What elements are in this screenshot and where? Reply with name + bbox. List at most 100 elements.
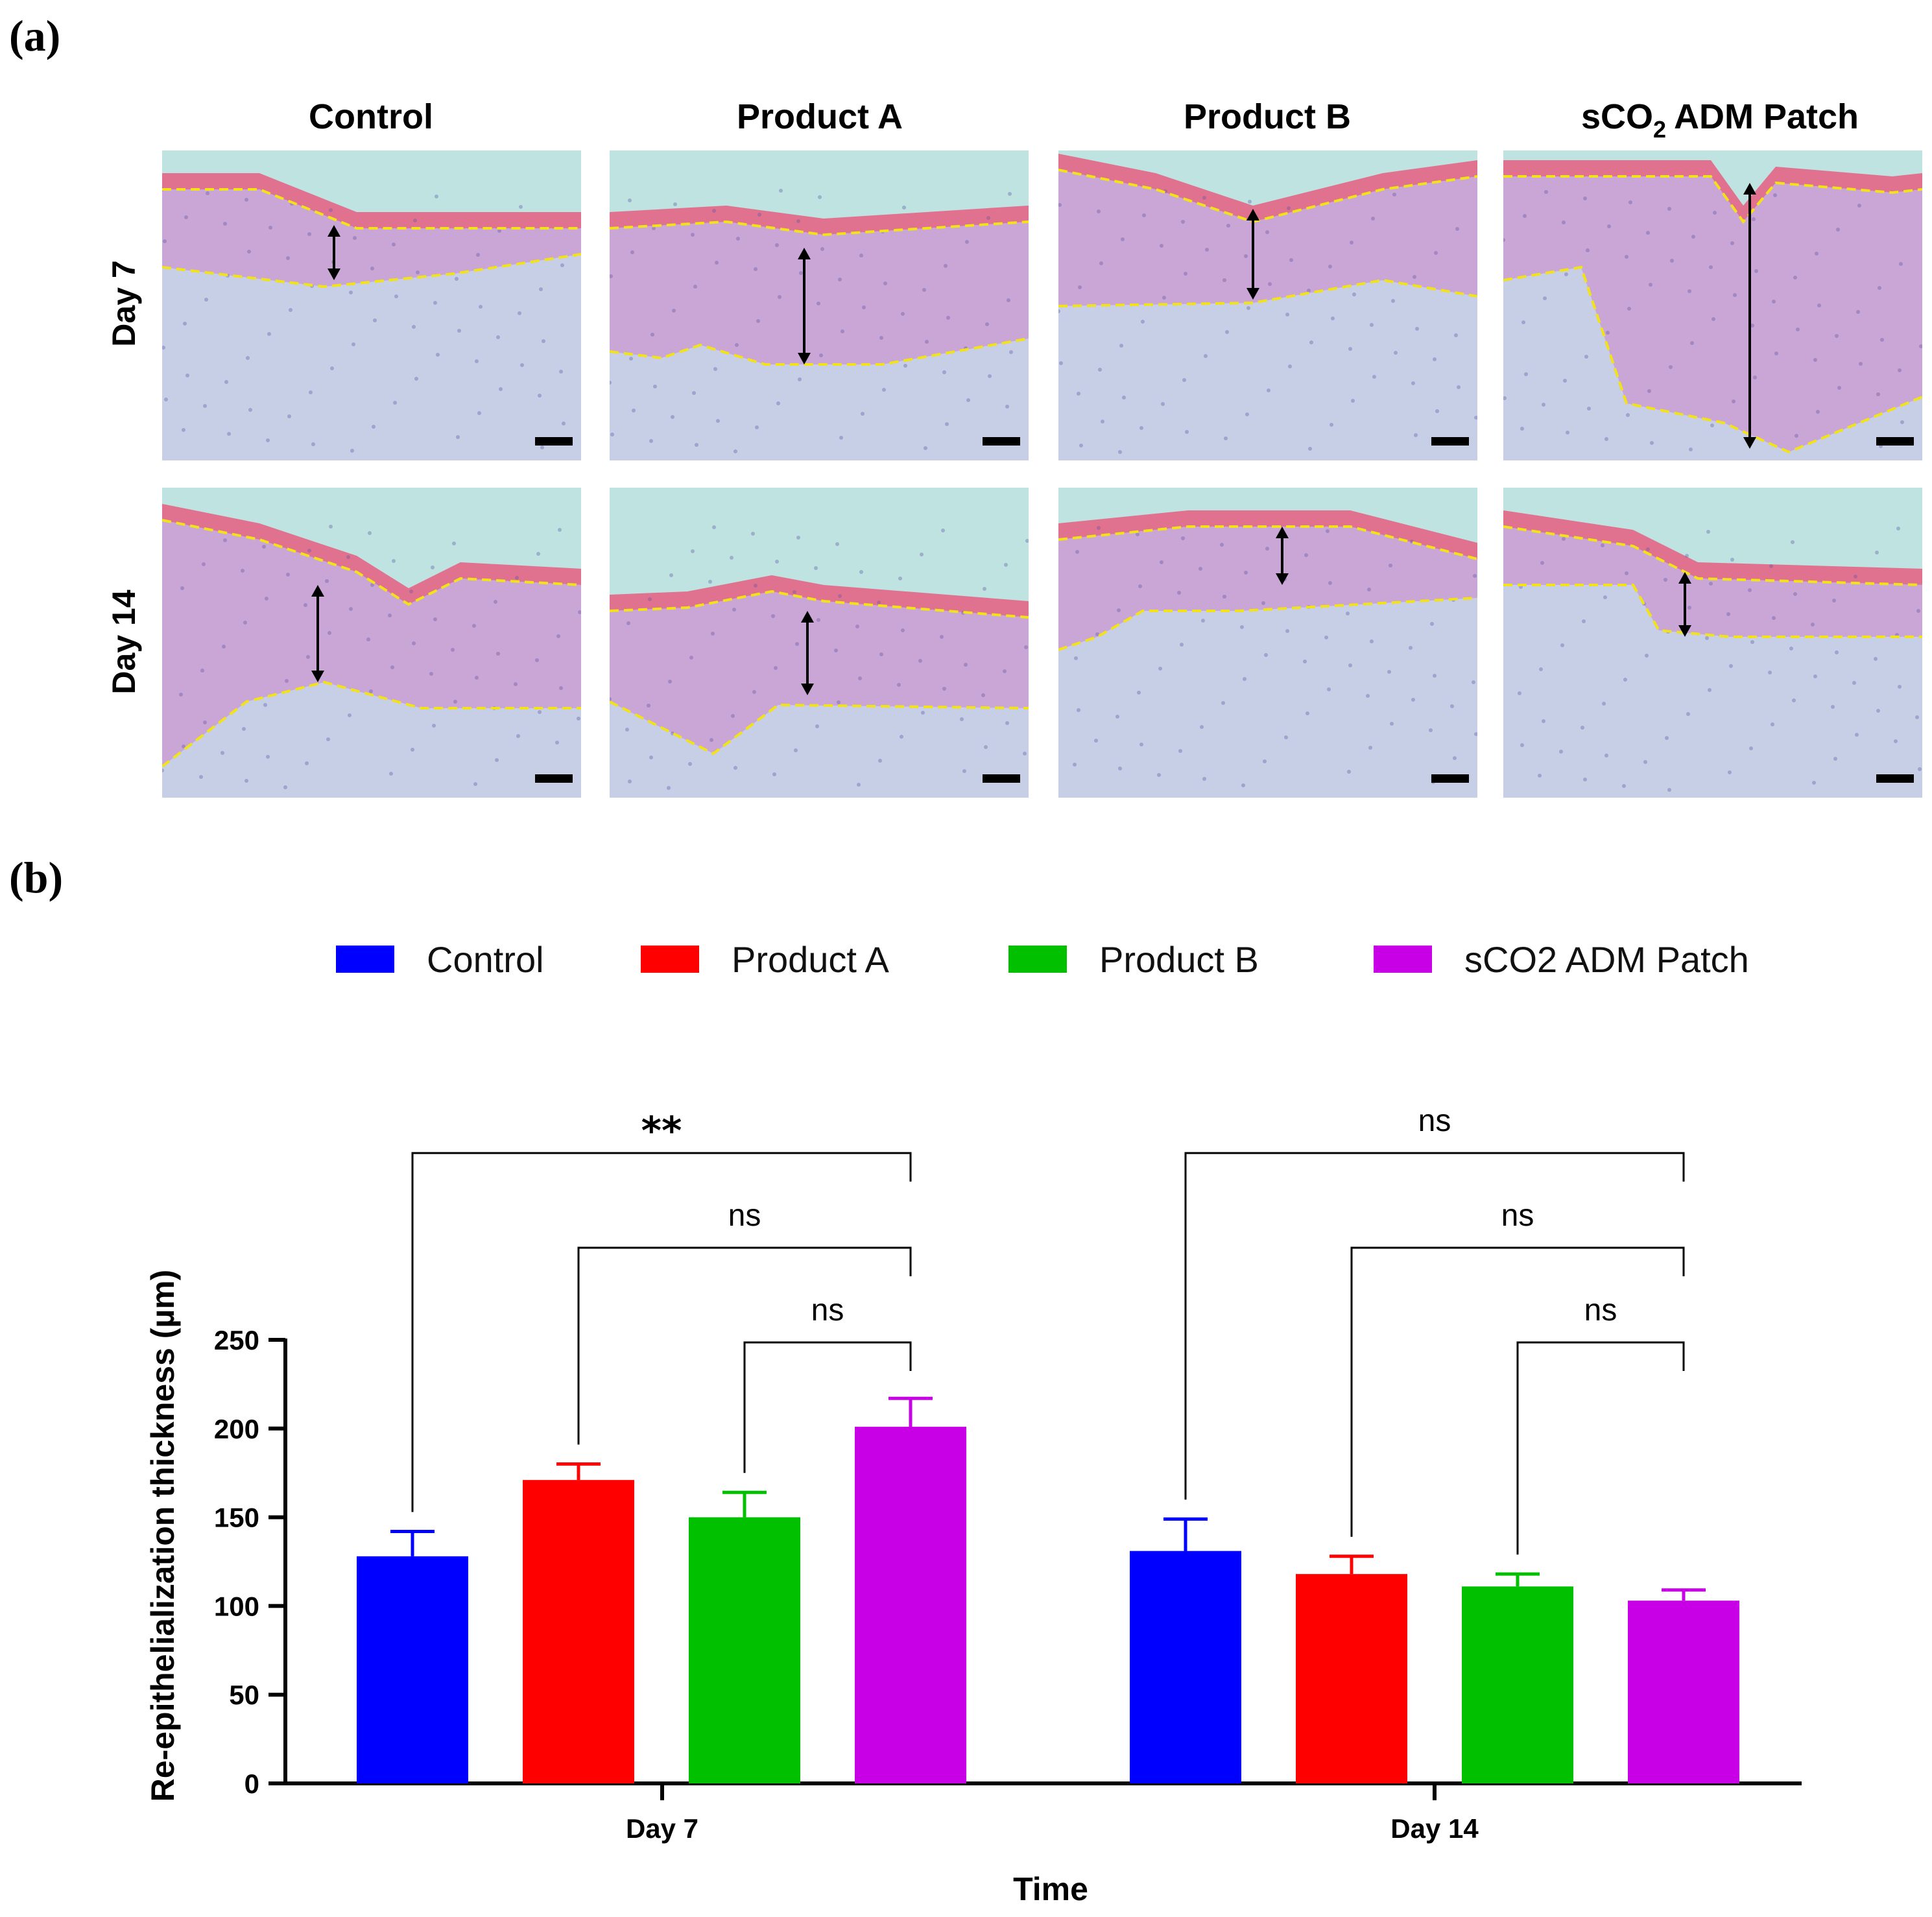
cell-nucleus bbox=[1220, 543, 1224, 547]
cell-nucleus bbox=[882, 388, 886, 392]
bar-sco2-adm-patch-day-14 bbox=[1628, 1601, 1739, 1783]
cell-nucleus bbox=[668, 680, 672, 684]
bar-product-a-day-7 bbox=[523, 1480, 634, 1783]
cell-nucleus bbox=[1729, 664, 1733, 668]
cell-nucleus bbox=[757, 213, 761, 217]
cell-nucleus bbox=[1836, 228, 1840, 232]
cell-nucleus bbox=[1474, 732, 1477, 736]
cell-nucleus bbox=[1544, 190, 1548, 194]
cell-nucleus bbox=[1584, 355, 1588, 359]
scale-bar bbox=[983, 437, 1020, 446]
cell-nucleus bbox=[1222, 278, 1226, 282]
cell-nucleus bbox=[1347, 770, 1351, 774]
cell-nucleus bbox=[626, 621, 630, 625]
cell-nucleus bbox=[1730, 241, 1734, 245]
upper-boundary-line bbox=[610, 589, 1029, 619]
cell-nucleus bbox=[1160, 244, 1163, 248]
cell-nucleus bbox=[1121, 237, 1125, 241]
cell-nucleus bbox=[1371, 217, 1375, 220]
lower-boundary-line bbox=[162, 253, 581, 289]
cell-nucleus bbox=[1709, 582, 1713, 586]
cell-nucleus bbox=[942, 370, 946, 374]
cell-nucleus bbox=[625, 728, 629, 732]
cell-nucleus bbox=[774, 666, 778, 670]
cell-nucleus bbox=[1248, 200, 1252, 204]
cell-nucleus bbox=[203, 404, 207, 408]
cell-nucleus bbox=[1161, 402, 1165, 406]
cell-nucleus bbox=[1559, 750, 1563, 754]
cell-nucleus bbox=[1562, 220, 1566, 224]
micrograph-sco2-adm-patch-day-7 bbox=[1503, 150, 1922, 460]
significance-bracket-4 bbox=[1350, 1246, 1685, 1537]
micrograph-product-b-day-14 bbox=[1058, 488, 1477, 798]
cell-nucleus bbox=[1689, 447, 1693, 451]
cell-nucleus bbox=[1898, 368, 1902, 372]
cell-nucleus bbox=[630, 250, 634, 254]
cell-nucleus bbox=[1521, 320, 1525, 324]
cell-nucleus bbox=[248, 408, 252, 412]
thickness-arrow-head-down bbox=[311, 671, 324, 682]
thickness-arrow-head-up bbox=[311, 585, 324, 597]
significance-bracket-0 bbox=[411, 1152, 912, 1512]
thickness-arrow-head-up bbox=[1276, 527, 1289, 538]
cell-nucleus bbox=[1856, 310, 1860, 314]
epidermis-region bbox=[1058, 170, 1477, 306]
cell-nucleus bbox=[858, 676, 862, 680]
cell-nucleus bbox=[306, 655, 310, 659]
cell-nucleus bbox=[1059, 361, 1063, 365]
cell-nucleus bbox=[1664, 578, 1667, 582]
cell-nucleus bbox=[1690, 341, 1694, 345]
cell-nucleus bbox=[1240, 625, 1244, 629]
cell-nucleus bbox=[731, 714, 735, 718]
cell-nucleus bbox=[1667, 788, 1671, 792]
cell-nucleus bbox=[1769, 564, 1773, 568]
cell-nucleus bbox=[818, 195, 822, 199]
cell-nucleus bbox=[370, 583, 374, 587]
epidermis-region bbox=[610, 222, 1029, 364]
cell-nucleus bbox=[1204, 354, 1208, 358]
cell-nucleus bbox=[1101, 420, 1104, 423]
cell-nucleus bbox=[241, 569, 244, 573]
thickness-arrow-head-up bbox=[801, 611, 814, 623]
cell-nucleus bbox=[456, 435, 460, 439]
lower-boundary-line bbox=[1503, 584, 1922, 638]
micrograph-sco2-adm-patch-day-14 bbox=[1503, 488, 1922, 798]
cell-nucleus bbox=[373, 318, 377, 322]
cell-nucleus bbox=[817, 302, 820, 305]
cell-nucleus bbox=[479, 305, 483, 309]
cell-nucleus bbox=[185, 374, 189, 377]
cell-nucleus bbox=[1874, 657, 1878, 661]
cell-nucleus bbox=[559, 686, 563, 690]
cell-nucleus bbox=[162, 346, 165, 350]
cell-nucleus bbox=[416, 270, 420, 274]
cell-nucleus bbox=[649, 439, 653, 443]
cell-nucleus bbox=[311, 442, 315, 446]
cell-nucleus bbox=[1008, 192, 1012, 196]
cell-nucleus bbox=[1503, 238, 1505, 242]
cell-nucleus bbox=[1835, 334, 1839, 338]
adm-patch-text: ADM Patch bbox=[1674, 97, 1859, 136]
cell-nucleus bbox=[1750, 640, 1754, 644]
cell-nucleus bbox=[1222, 595, 1226, 599]
cell-nucleus bbox=[350, 449, 354, 453]
cell-nucleus bbox=[390, 665, 394, 669]
cell-nucleus bbox=[1095, 632, 1099, 636]
cell-nucleus bbox=[1915, 715, 1919, 719]
cell-nucleus bbox=[1899, 262, 1903, 266]
cell-nucleus bbox=[433, 617, 437, 621]
cell-nucleus bbox=[1728, 770, 1732, 774]
cell-nucleus bbox=[793, 590, 796, 594]
cell-nucleus bbox=[1540, 561, 1544, 565]
cell-nucleus bbox=[1706, 530, 1710, 534]
cell-nucleus bbox=[353, 236, 357, 240]
cell-nucleus bbox=[1136, 532, 1139, 536]
cell-nucleus bbox=[558, 528, 562, 532]
slide-background bbox=[1503, 488, 1922, 585]
cell-nucleus bbox=[1224, 436, 1228, 440]
cell-nucleus bbox=[1753, 375, 1757, 379]
cell-nucleus bbox=[1450, 704, 1454, 708]
cell-nucleus bbox=[1079, 444, 1083, 447]
cell-nucleus bbox=[1789, 647, 1793, 650]
cell-nucleus bbox=[1875, 551, 1879, 554]
cell-nucleus bbox=[691, 233, 695, 237]
